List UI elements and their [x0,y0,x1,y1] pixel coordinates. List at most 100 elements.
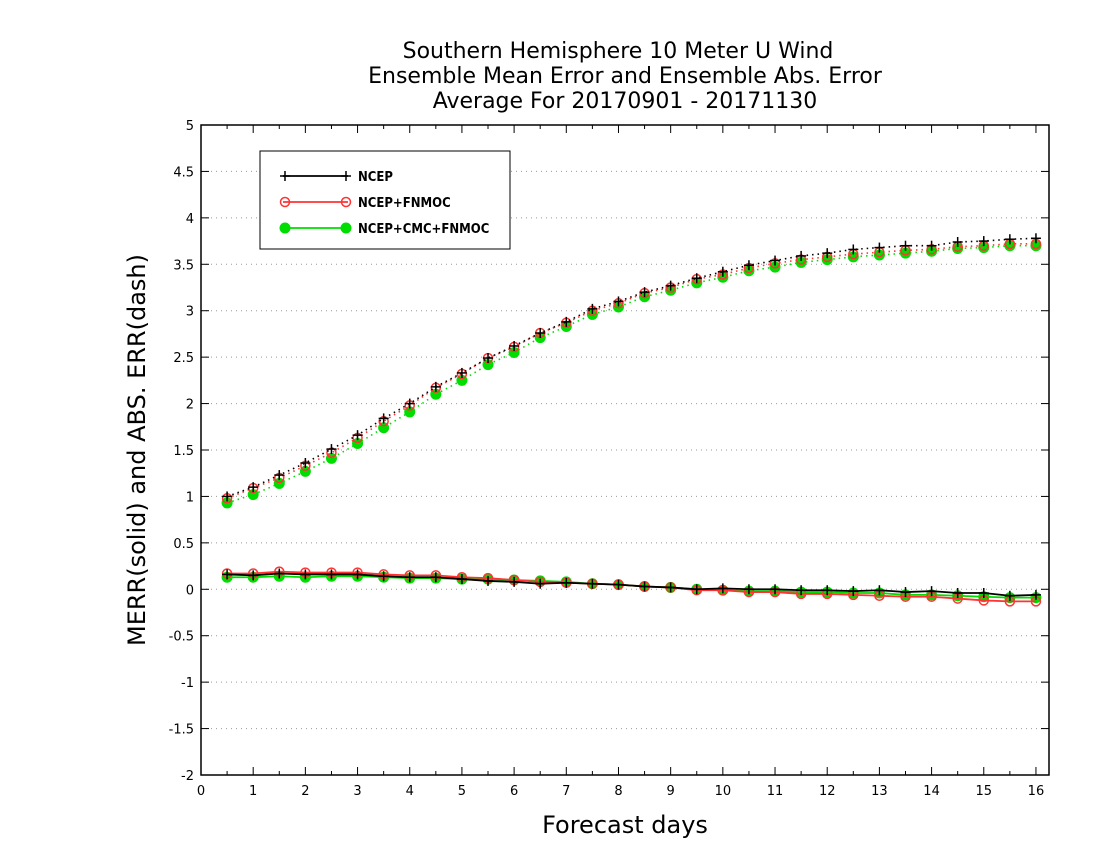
merr-point [1004,590,1015,601]
y-tick-label: 3 [186,305,194,320]
abs-err-point [248,482,259,493]
legend-marker [279,196,291,208]
x-tick-label: 12 [819,784,836,799]
x-tick-label: 3 [353,784,361,799]
abs-err-point [326,444,337,455]
x-tick-label: 15 [975,784,992,799]
y-tick-label: -0.5 [169,630,194,645]
y-tick-label: 0 [186,583,194,598]
legend-items: NCEP NCEP+FNMOC NCEP+CMC+FNMOC [279,170,489,237]
abs-err-line-ncep-fnmoc [226,243,1036,500]
abs-err-point [717,266,728,277]
legend-box [259,150,511,250]
abs-err-point [874,242,885,253]
legend: NCEP NCEP+FNMOC NCEP+CMC+FNMOC [259,150,511,250]
abs-err-line-ncep-cmc-fnmoc [226,244,1036,504]
y-tick-label: -1.5 [169,723,194,738]
legend-marker [341,171,351,181]
x-tick-label: 5 [458,784,466,799]
merr-point [561,577,572,588]
merr-point [743,584,754,595]
legend-marker [280,171,290,181]
title-line-1: Southern Hemisphere 10 Meter U Wind [403,39,834,64]
merr-point [665,582,676,593]
abs-err-point [613,296,624,307]
merr-point [430,572,441,583]
legend-label: NCEP+FNMOC [358,196,451,211]
abs-err-point [665,280,676,291]
x-tick-label: 2 [301,784,309,799]
title-line-2: Ensemble Mean Error and Ensemble Abs. Er… [368,64,883,89]
abs-err-point [274,470,285,481]
legend-label: NCEP [358,170,393,185]
abs-err-point [535,328,546,338]
merr-point [613,579,624,590]
title-line-3: Average For 20170901 - 20171130 [433,89,818,114]
abs-err-point [483,353,494,364]
series-ncep-fnmoc [221,238,1042,607]
abs-err-point [222,491,233,502]
merr-point [926,586,937,597]
x-tick-label: 1 [249,784,257,799]
x-tick-label: 7 [562,784,570,799]
abs-err-point [561,316,572,327]
abs-err-point [691,273,702,284]
abs-err-point [952,237,963,247]
abs-err-point [848,244,859,255]
series-ncep-cmc-fnmoc [221,240,1042,604]
abs-err-line-ncep [226,237,1036,498]
merr-point [274,568,285,579]
abs-err-point [352,430,363,441]
merr-point [1030,589,1041,600]
merr-point [248,570,259,581]
abs-err-point [900,240,911,251]
merr-point [483,575,494,586]
abs-err-point [456,367,467,378]
x-tick-label: 4 [406,784,414,799]
legend-entry-ncep: NCEP [280,170,393,185]
merr-point [587,578,598,589]
x-tick-label: 14 [923,784,940,799]
merr-point [796,585,807,596]
abs-err-point [300,458,311,468]
y-tick-label: 1 [186,490,194,505]
abs-err-point [796,250,807,261]
merr-point [952,588,963,598]
x-tick-label: 11 [767,784,784,799]
merr-point [691,584,702,595]
y-tick-label: 0.5 [173,537,194,552]
series-ncep [222,233,1041,601]
merr-point [326,569,337,580]
abs-err-point [587,303,598,314]
merr-point [222,569,233,580]
merr-point [535,578,546,589]
series-layer [221,233,1042,607]
merr-point [978,588,989,598]
abs-err-point [1030,233,1041,244]
merr-point [300,569,311,580]
merr-point [822,585,833,596]
merr-point [378,571,389,582]
x-tick-label: 9 [667,784,675,799]
merr-point [509,576,520,587]
legend-marker [340,222,352,234]
legend-marker [279,222,291,234]
abs-err-point [770,255,781,266]
x-tick-label: 6 [510,784,518,799]
merr-point [352,569,363,580]
y-tick-label: 1.5 [173,444,194,459]
legend-marker [340,196,352,208]
abs-err-point [404,398,415,409]
chart-title: Southern Hemisphere 10 Meter U Wind Ense… [368,39,883,114]
x-tick-label: 13 [871,784,888,799]
legend-entry-ncep-cmc-fnmoc: NCEP+CMC+FNMOC [279,222,489,237]
x-axis-title: Forecast days [542,811,708,839]
legend-entry-ncep-fnmoc: NCEP+FNMOC [279,196,451,211]
merr-point [639,581,650,592]
merr-point [717,583,728,594]
merr-point [848,586,859,597]
y-tick-label: 3.5 [173,258,194,273]
y-tick-label: -2 [181,769,194,784]
abs-err-point [639,287,650,298]
